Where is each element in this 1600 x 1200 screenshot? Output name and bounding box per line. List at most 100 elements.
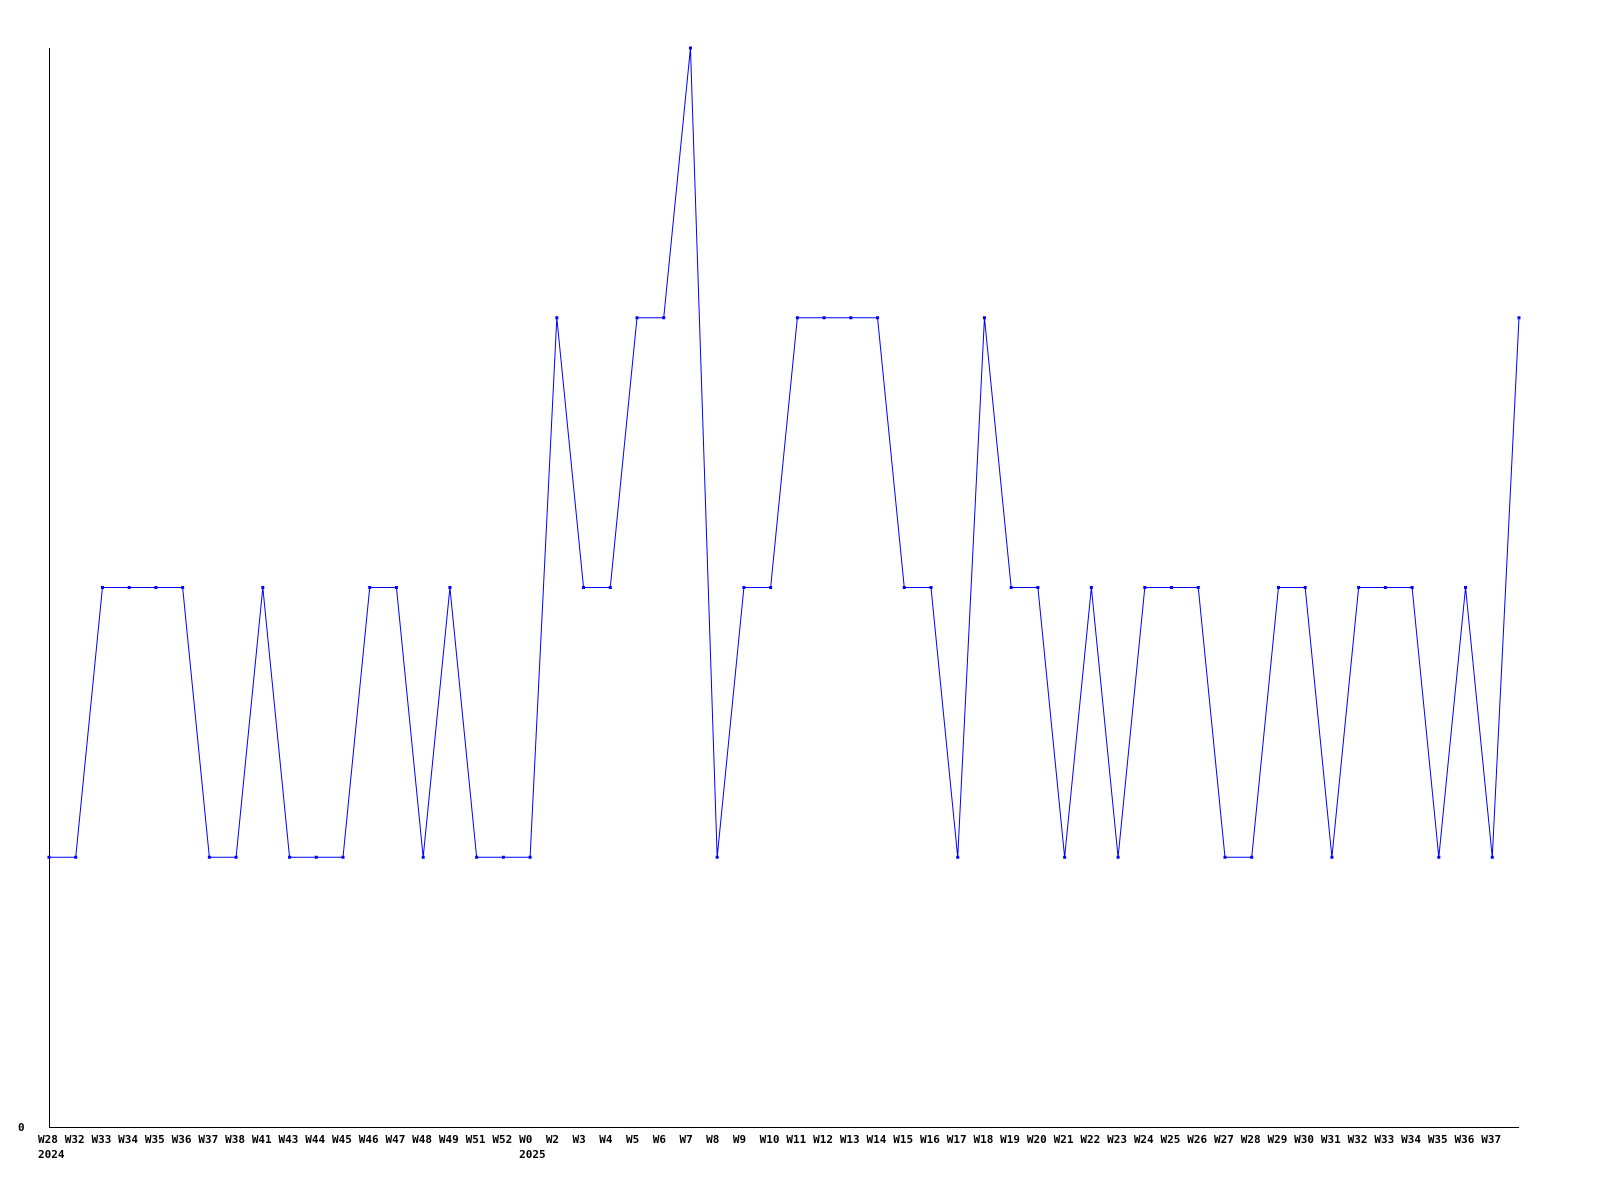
data-point bbox=[742, 586, 746, 589]
x-tick-label: W7 bbox=[679, 1133, 692, 1146]
year-label: 2024 bbox=[38, 1148, 65, 1161]
data-point bbox=[1517, 316, 1521, 320]
data-point bbox=[181, 586, 185, 589]
data-point bbox=[100, 586, 104, 589]
x-tick-label: W36 bbox=[172, 1133, 192, 1146]
data-point bbox=[929, 586, 933, 589]
x-tick-label: W37 bbox=[198, 1133, 218, 1146]
data-point bbox=[154, 586, 158, 589]
x-tick-label: W27 bbox=[1214, 1133, 1234, 1146]
x-tick-label: W38 bbox=[225, 1133, 245, 1146]
x-tick-label: W14 bbox=[867, 1133, 887, 1146]
x-tick-label: W10 bbox=[760, 1133, 780, 1146]
data-point bbox=[608, 586, 612, 589]
data-point bbox=[982, 316, 986, 320]
data-point bbox=[849, 316, 853, 320]
data-point bbox=[1357, 586, 1361, 589]
data-point bbox=[421, 855, 425, 859]
data-point bbox=[555, 316, 559, 320]
x-tick-label: W52 bbox=[492, 1133, 512, 1146]
x-tick-label: W46 bbox=[359, 1133, 379, 1146]
y-tick-label: 0 bbox=[18, 1121, 25, 1134]
x-tick-label: W6 bbox=[653, 1133, 667, 1146]
data-point bbox=[394, 586, 398, 589]
x-tick-label: W32 bbox=[65, 1133, 85, 1146]
x-tick-label: W3 bbox=[573, 1133, 586, 1146]
x-tick-label: W34 bbox=[118, 1133, 138, 1146]
x-tick-label: W18 bbox=[973, 1133, 993, 1146]
data-point bbox=[1116, 855, 1120, 859]
x-tick-label: W19 bbox=[1000, 1133, 1020, 1146]
data-point bbox=[501, 855, 505, 859]
x-tick-label: W12 bbox=[813, 1133, 833, 1146]
data-point bbox=[1223, 855, 1227, 859]
data-point bbox=[1464, 586, 1468, 589]
x-tick-label: W51 bbox=[466, 1133, 486, 1146]
data-point bbox=[876, 316, 880, 320]
data-point bbox=[635, 316, 639, 320]
x-tick-label: W9 bbox=[733, 1133, 746, 1146]
x-tick-label: W45 bbox=[332, 1133, 352, 1146]
data-point bbox=[1089, 586, 1093, 589]
x-tick-label: W17 bbox=[947, 1133, 967, 1146]
data-point bbox=[769, 586, 773, 589]
data-point bbox=[1490, 855, 1494, 859]
x-tick-label: W30 bbox=[1294, 1133, 1314, 1146]
x-tick-label: W24 bbox=[1134, 1133, 1154, 1146]
x-tick-label: W35 bbox=[145, 1133, 165, 1146]
x-tick-label: W0 bbox=[519, 1133, 532, 1146]
x-tick-label: W29 bbox=[1267, 1133, 1287, 1146]
data-point bbox=[582, 586, 586, 589]
series-line bbox=[49, 47, 1520, 858]
data-point bbox=[1276, 586, 1280, 589]
data-point bbox=[314, 855, 318, 859]
x-tick-label: W8 bbox=[706, 1133, 719, 1146]
x-tick-label: W49 bbox=[439, 1133, 459, 1146]
x-tick-label: W37 bbox=[1481, 1133, 1501, 1146]
data-point bbox=[1250, 855, 1254, 859]
data-point bbox=[1330, 855, 1334, 859]
data-point bbox=[288, 855, 292, 859]
x-tick-label: W44 bbox=[305, 1133, 325, 1146]
x-tick-label: W21 bbox=[1054, 1133, 1074, 1146]
x-tick-label: W4 bbox=[599, 1133, 613, 1146]
x-tick-label: W47 bbox=[385, 1133, 405, 1146]
data-point bbox=[74, 855, 78, 859]
x-tick-label: W22 bbox=[1080, 1133, 1100, 1146]
data-point bbox=[715, 855, 719, 859]
data-point bbox=[1143, 586, 1147, 589]
x-tick-label: W34 bbox=[1401, 1133, 1421, 1146]
data-point bbox=[261, 586, 265, 589]
x-tick-label: W16 bbox=[920, 1133, 940, 1146]
x-tick-label: W25 bbox=[1161, 1133, 1181, 1146]
data-point bbox=[1036, 586, 1040, 589]
data-point bbox=[1437, 855, 1441, 859]
data-point bbox=[956, 855, 960, 859]
x-tick-label: W23 bbox=[1107, 1133, 1127, 1146]
x-tick-label: W35 bbox=[1428, 1133, 1448, 1146]
data-point bbox=[1303, 586, 1307, 589]
x-tick-label: W28 bbox=[1241, 1133, 1261, 1146]
data-point bbox=[1383, 586, 1387, 589]
x-tick-label: W28 bbox=[38, 1133, 58, 1146]
x-tick-label: W5 bbox=[626, 1133, 639, 1146]
data-point bbox=[822, 316, 826, 320]
data-point bbox=[902, 586, 906, 589]
x-tick-label: W26 bbox=[1187, 1133, 1207, 1146]
data-point bbox=[368, 586, 372, 589]
x-tick-label: W20 bbox=[1027, 1133, 1047, 1146]
data-point bbox=[795, 316, 799, 320]
data-point bbox=[662, 316, 666, 320]
data-point bbox=[1410, 586, 1414, 589]
x-tick-label: W43 bbox=[279, 1133, 299, 1146]
x-tick-label: W33 bbox=[1374, 1133, 1394, 1146]
x-tick-label: W48 bbox=[412, 1133, 432, 1146]
data-point bbox=[207, 855, 211, 859]
data-point bbox=[1170, 586, 1174, 589]
data-point bbox=[47, 855, 51, 859]
data-point bbox=[1063, 855, 1067, 859]
x-tick-label: W11 bbox=[786, 1133, 806, 1146]
x-tick-label: W41 bbox=[252, 1133, 272, 1146]
x-tick-label: W15 bbox=[893, 1133, 913, 1146]
